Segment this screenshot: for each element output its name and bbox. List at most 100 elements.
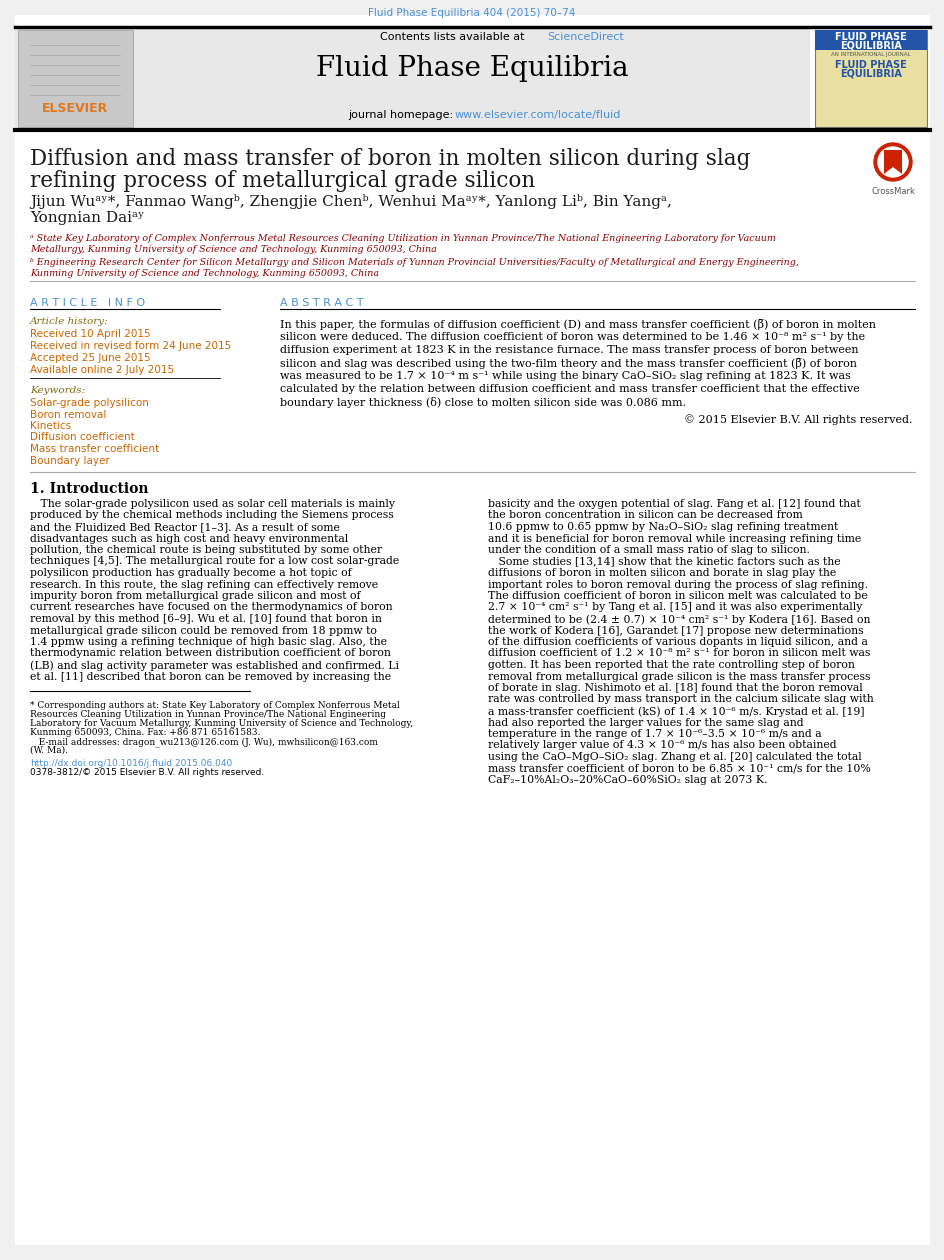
- FancyBboxPatch shape: [15, 15, 929, 1245]
- Text: Yongnian Daiᵃʸ: Yongnian Daiᵃʸ: [30, 210, 144, 226]
- FancyBboxPatch shape: [18, 30, 133, 127]
- Text: gotten. It has been reported that the rate controlling step of boron: gotten. It has been reported that the ra…: [487, 660, 854, 670]
- Text: ᵇ Engineering Research Center for Silicon Metallurgy and Silicon Materials of Yu: ᵇ Engineering Research Center for Silico…: [30, 258, 798, 267]
- Text: of the diffusion coefficients of various dopants in liquid silicon, and a: of the diffusion coefficients of various…: [487, 638, 867, 646]
- Text: © 2015 Elsevier B.V. All rights reserved.: © 2015 Elsevier B.V. All rights reserved…: [683, 415, 911, 425]
- Text: Boundary layer: Boundary layer: [30, 456, 110, 465]
- Text: pollution, the chemical route is being substituted by some other: pollution, the chemical route is being s…: [30, 546, 381, 554]
- FancyBboxPatch shape: [814, 30, 926, 127]
- Text: FLUID PHASE: FLUID PHASE: [834, 60, 906, 71]
- Text: et al. [11] described that boron can be removed by increasing the: et al. [11] described that boron can be …: [30, 672, 391, 682]
- Text: determined to be (2.4 ± 0.7) × 10⁻⁴ cm² s⁻¹ by Kodera [16]. Based on: determined to be (2.4 ± 0.7) × 10⁻⁴ cm² …: [487, 614, 869, 625]
- Text: techniques [4,5]. The metallurgical route for a low cost solar-grade: techniques [4,5]. The metallurgical rout…: [30, 557, 398, 567]
- Text: Available online 2 July 2015: Available online 2 July 2015: [30, 365, 174, 375]
- Text: Keywords:: Keywords:: [30, 386, 85, 394]
- Text: ScienceDirect: ScienceDirect: [547, 32, 623, 42]
- Text: CrossMark: CrossMark: [870, 186, 914, 197]
- Text: metallurgical grade silicon could be removed from 18 ppmw to: metallurgical grade silicon could be rem…: [30, 625, 377, 635]
- Text: Received 10 April 2015: Received 10 April 2015: [30, 329, 150, 339]
- Text: 1. Introduction: 1. Introduction: [30, 483, 148, 496]
- Text: the work of Kodera [16], Garandet [17] propose new determinations: the work of Kodera [16], Garandet [17] p…: [487, 625, 863, 635]
- Text: AN INTERNATIONAL JOURNAL: AN INTERNATIONAL JOURNAL: [831, 52, 910, 57]
- Text: The solar-grade polysilicon used as solar cell materials is mainly: The solar-grade polysilicon used as sola…: [30, 499, 395, 509]
- Text: Resources Cleaning Utilization in Yunnan Province/The National Engineering: Resources Cleaning Utilization in Yunnan…: [30, 709, 385, 719]
- Text: 10.6 ppmw to 0.65 ppmw by Na₂O–SiO₂ slag refining treatment: 10.6 ppmw to 0.65 ppmw by Na₂O–SiO₂ slag…: [487, 522, 837, 532]
- Text: Boron removal: Boron removal: [30, 410, 107, 420]
- Text: Kinetics: Kinetics: [30, 421, 71, 431]
- Text: Received in revised form 24 June 2015: Received in revised form 24 June 2015: [30, 341, 231, 352]
- Text: relatively larger value of 4.3 × 10⁻⁶ m/s has also been obtained: relatively larger value of 4.3 × 10⁻⁶ m/…: [487, 741, 835, 751]
- Circle shape: [877, 147, 907, 176]
- Text: 1.4 ppmw using a refining technique of high basic slag. Also, the: 1.4 ppmw using a refining technique of h…: [30, 638, 387, 646]
- Text: Article history:: Article history:: [30, 318, 109, 326]
- Text: diffusion coefficient of 1.2 × 10⁻⁸ m² s⁻¹ for boron in silicon melt was: diffusion coefficient of 1.2 × 10⁻⁸ m² s…: [487, 649, 869, 659]
- Text: Kunming University of Science and Technology, Kunming 650093, China: Kunming University of Science and Techno…: [30, 268, 379, 278]
- Text: Some studies [13,14] show that the kinetic factors such as the: Some studies [13,14] show that the kinet…: [487, 557, 840, 567]
- Text: calculated by the relation between diffusion coefficient and mass transfer coeff: calculated by the relation between diffu…: [279, 384, 859, 394]
- FancyBboxPatch shape: [814, 30, 926, 50]
- Text: silicon and slag was described using the two-film theory and the mass transfer c: silicon and slag was described using the…: [279, 358, 856, 369]
- Text: and it is beneficial for boron removal while increasing refining time: and it is beneficial for boron removal w…: [487, 533, 860, 543]
- Text: The diffusion coefficient of boron in silicon melt was calculated to be: The diffusion coefficient of boron in si…: [487, 591, 867, 601]
- Text: Kunming 650093, China. Fax: +86 871 65161583.: Kunming 650093, China. Fax: +86 871 6516…: [30, 728, 261, 737]
- Text: a mass-transfer coefficient (kS) of 1.4 × 10⁻⁶ m/s. Krystad et al. [19]: a mass-transfer coefficient (kS) of 1.4 …: [487, 706, 864, 717]
- Text: rate was controlled by mass transport in the calcium silicate slag with: rate was controlled by mass transport in…: [487, 694, 873, 704]
- Text: * Corresponding authors at: State Key Laboratory of Complex Nonferrous Metal: * Corresponding authors at: State Key La…: [30, 701, 399, 709]
- Text: removal from metallurgical grade silicon is the mass transfer process: removal from metallurgical grade silicon…: [487, 672, 869, 682]
- Text: Metallurgy, Kunming University of Science and Technology, Kunming 650093, China: Metallurgy, Kunming University of Scienc…: [30, 244, 436, 255]
- Text: boundary layer thickness (δ) close to molten silicon side was 0.086 mm.: boundary layer thickness (δ) close to mo…: [279, 397, 685, 408]
- Circle shape: [873, 142, 911, 181]
- Text: ELSEVIER: ELSEVIER: [42, 102, 108, 115]
- Text: of borate in slag. Nishimoto et al. [18] found that the boron removal: of borate in slag. Nishimoto et al. [18]…: [487, 683, 862, 693]
- Text: had also reported the larger values for the same slag and: had also reported the larger values for …: [487, 717, 802, 727]
- Text: diffusions of boron in molten silicon and borate in slag play the: diffusions of boron in molten silicon an…: [487, 568, 835, 578]
- Text: was measured to be 1.7 × 10⁻⁴ m s⁻¹ while using the binary CaO–SiO₂ slag refinin: was measured to be 1.7 × 10⁻⁴ m s⁻¹ whil…: [279, 370, 850, 381]
- Text: http://dx.doi.org/10.1016/j.fluid.2015.06.040: http://dx.doi.org/10.1016/j.fluid.2015.0…: [30, 759, 232, 769]
- Text: the boron concentration in silicon can be decreased from: the boron concentration in silicon can b…: [487, 510, 801, 520]
- Text: Mass transfer coefficient: Mass transfer coefficient: [30, 444, 159, 454]
- Text: polysilicon production has gradually become a hot topic of: polysilicon production has gradually bec…: [30, 568, 351, 578]
- Text: E-mail addresses: dragon_wu213@126.com (J. Wu), mwhsilicon@163.com: E-mail addresses: dragon_wu213@126.com (…: [30, 737, 378, 747]
- Text: disadvantages such as high cost and heavy environmental: disadvantages such as high cost and heav…: [30, 533, 348, 543]
- Text: Fluid Phase Equilibria: Fluid Phase Equilibria: [315, 55, 628, 82]
- Text: In this paper, the formulas of diffusion coefficient (D) and mass transfer coeff: In this paper, the formulas of diffusion…: [279, 319, 875, 330]
- Text: Contents lists available at: Contents lists available at: [379, 32, 528, 42]
- Text: removal by this method [6–9]. Wu et al. [10] found that boron in: removal by this method [6–9]. Wu et al. …: [30, 614, 381, 624]
- Text: ᵃ State Key Laboratory of Complex Nonferrous Metal Resources Cleaning Utilizatio: ᵃ State Key Laboratory of Complex Nonfer…: [30, 234, 775, 243]
- Text: EQUILIBRIA: EQUILIBRIA: [839, 42, 901, 50]
- Text: using the CaO–MgO–SiO₂ slag. Zhang et al. [20] calculated the total: using the CaO–MgO–SiO₂ slag. Zhang et al…: [487, 752, 861, 762]
- Text: 0378-3812/© 2015 Elsevier B.V. All rights reserved.: 0378-3812/© 2015 Elsevier B.V. All right…: [30, 769, 264, 777]
- Text: Fluid Phase Equilibria 404 (2015) 70–74: Fluid Phase Equilibria 404 (2015) 70–74: [368, 8, 575, 18]
- Text: thermodynamic relation between distribution coefficient of boron: thermodynamic relation between distribut…: [30, 649, 391, 659]
- Text: (W. Ma).: (W. Ma).: [30, 746, 68, 755]
- Text: A B S T R A C T: A B S T R A C T: [279, 299, 363, 307]
- Polygon shape: [883, 150, 901, 174]
- Text: refining process of metallurgical grade silicon: refining process of metallurgical grade …: [30, 170, 534, 192]
- Text: 2.7 × 10⁻⁴ cm² s⁻¹ by Tang et al. [15] and it was also experimentally: 2.7 × 10⁻⁴ cm² s⁻¹ by Tang et al. [15] a…: [487, 602, 862, 612]
- Text: important roles to boron removal during the process of slag refining.: important roles to boron removal during …: [487, 580, 868, 590]
- Text: Jijun Wuᵃʸ*, Fanmao Wangᵇ, Zhengjie Chenᵇ, Wenhui Maᵃʸ*, Yanlong Liᵇ, Bin Yangᵃ,: Jijun Wuᵃʸ*, Fanmao Wangᵇ, Zhengjie Chen…: [30, 194, 671, 209]
- Text: mass transfer coefficient of boron to be 6.85 × 10⁻¹ cm/s for the 10%: mass transfer coefficient of boron to be…: [487, 764, 869, 774]
- Text: diffusion experiment at 1823 K in the resistance furnace. The mass transfer proc: diffusion experiment at 1823 K in the re…: [279, 345, 858, 355]
- FancyBboxPatch shape: [15, 28, 809, 130]
- Text: www.elsevier.com/locate/fluid: www.elsevier.com/locate/fluid: [454, 110, 621, 120]
- Text: A R T I C L E   I N F O: A R T I C L E I N F O: [30, 299, 145, 307]
- Text: temperature in the range of 1.7 × 10⁻⁶–3.5 × 10⁻⁶ m/s and a: temperature in the range of 1.7 × 10⁻⁶–3…: [487, 730, 820, 740]
- Text: under the condition of a small mass ratio of slag to silicon.: under the condition of a small mass rati…: [487, 546, 809, 554]
- Text: and the Fluidized Bed Reactor [1–3]. As a result of some: and the Fluidized Bed Reactor [1–3]. As …: [30, 522, 340, 532]
- Text: silicon were deduced. The diffusion coefficient of boron was determined to be 1.: silicon were deduced. The diffusion coef…: [279, 331, 864, 341]
- Text: Diffusion and mass transfer of boron in molten silicon during slag: Diffusion and mass transfer of boron in …: [30, 147, 750, 170]
- Text: CaF₂–10%Al₂O₃–20%CaO–60%SiO₂ slag at 2073 K.: CaF₂–10%Al₂O₃–20%CaO–60%SiO₂ slag at 207…: [487, 775, 767, 785]
- Text: EQUILIBRIA: EQUILIBRIA: [839, 69, 901, 79]
- Text: journal homepage:: journal homepage:: [347, 110, 456, 120]
- Text: FLUID PHASE: FLUID PHASE: [834, 32, 906, 42]
- Text: Accepted 25 June 2015: Accepted 25 June 2015: [30, 353, 150, 363]
- Text: Diffusion coefficient: Diffusion coefficient: [30, 432, 135, 442]
- Text: produced by the chemical methods including the Siemens process: produced by the chemical methods includi…: [30, 510, 394, 520]
- Text: impurity boron from metallurgical grade silicon and most of: impurity boron from metallurgical grade …: [30, 591, 361, 601]
- Text: (LB) and slag activity parameter was established and confirmed. Li: (LB) and slag activity parameter was est…: [30, 660, 398, 670]
- Text: Solar-grade polysilicon: Solar-grade polysilicon: [30, 398, 149, 408]
- Text: research. In this route, the slag refining can effectively remove: research. In this route, the slag refini…: [30, 580, 378, 590]
- Text: current researches have focused on the thermodynamics of boron: current researches have focused on the t…: [30, 602, 392, 612]
- Text: basicity and the oxygen potential of slag. Fang et al. [12] found that: basicity and the oxygen potential of sla…: [487, 499, 860, 509]
